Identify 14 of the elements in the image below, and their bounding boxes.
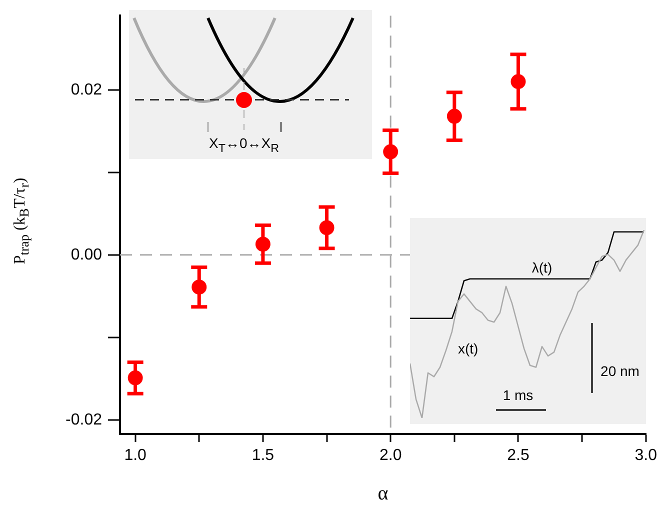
x-tick-label: 2.0 [379,447,402,464]
x-axis-title: α [378,482,389,504]
annotation: X$_{T}$↔0↔X$_{R}$ [208,135,280,155]
y-tick-label: -0.02 [66,411,102,428]
y-tick-label: 0.00 [70,246,102,264]
series-label: x(t) [458,340,478,356]
annotation: 1 ms [502,387,534,403]
x-tick-label: 1.0 [124,447,147,464]
x-tick-label: 3.0 [634,447,658,464]
x-tick-label: 2.5 [507,447,530,464]
annotation: 20 nm [600,363,640,379]
series-label: λ(t) [532,260,552,276]
x-tick-label: 1.5 [252,447,274,464]
y-tick-label: 0.02 [70,81,102,98]
